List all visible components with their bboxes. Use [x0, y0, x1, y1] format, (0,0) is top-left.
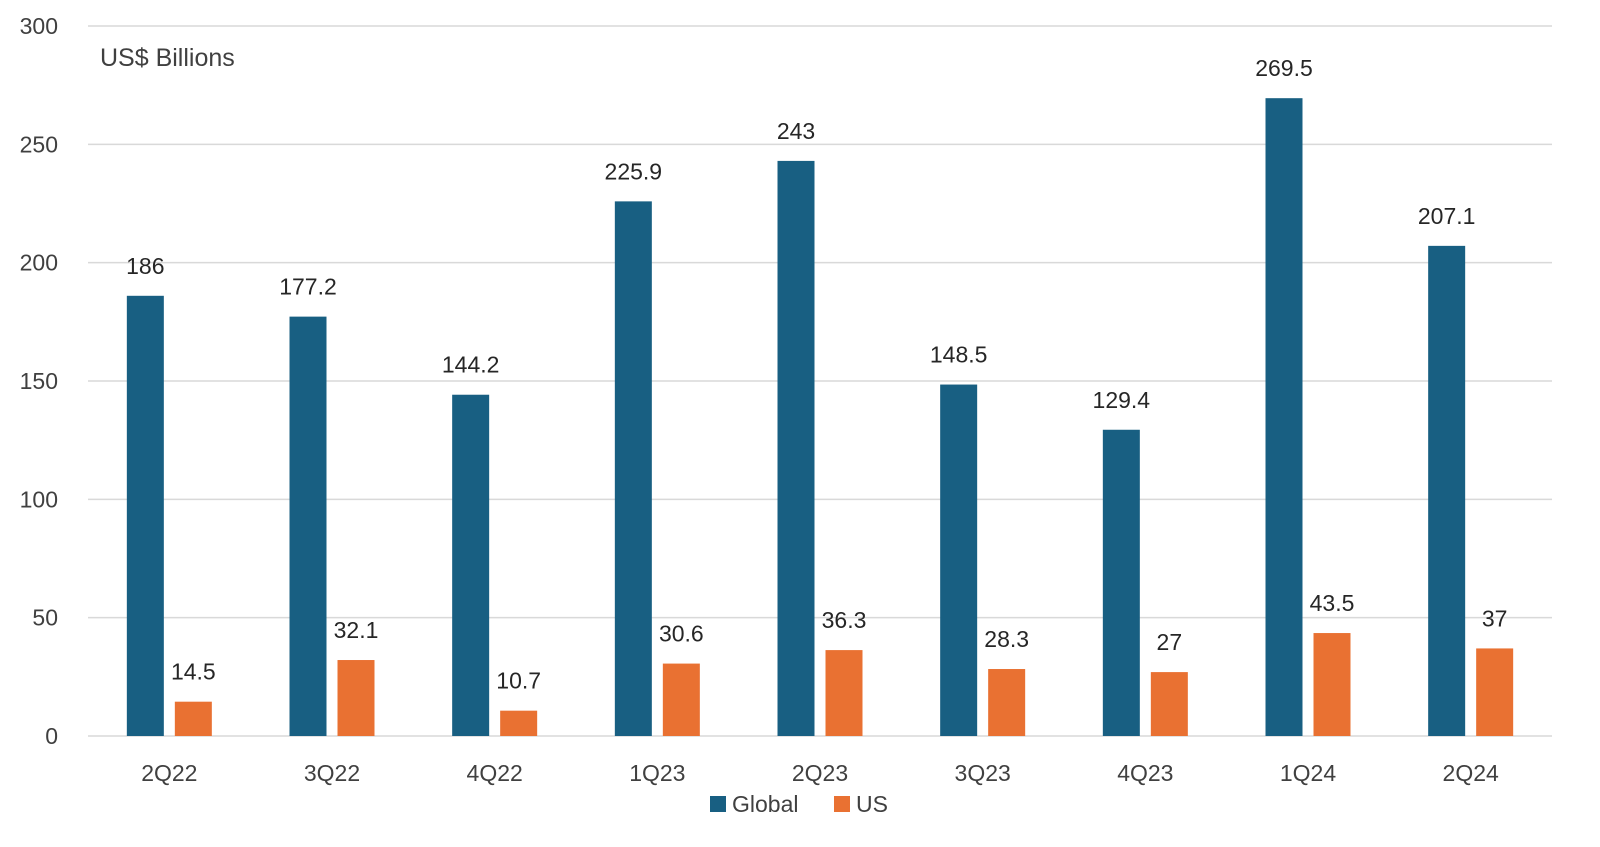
- data-label-global: 225.9: [605, 158, 663, 184]
- y-axis-ticks: 0 50 100 150 200 250 300: [20, 13, 58, 749]
- data-label-us: 28.3: [984, 626, 1029, 652]
- x-category-label: 4Q22: [467, 760, 523, 786]
- y-tick-label: 0: [45, 723, 58, 749]
- bar-us-3q23: [988, 669, 1026, 736]
- bar-global-2q23: [777, 160, 815, 736]
- x-axis-categories: 2Q22 3Q22 4Q22 1Q23 2Q23 3Q23 4Q23 1Q24 2Q24: [141, 760, 1499, 786]
- y-tick-label: 150: [20, 368, 58, 394]
- bar-global-3q22: [289, 316, 327, 736]
- data-label-us: 30.6: [659, 621, 704, 647]
- y-axis-unit-label: US$ Billions: [100, 44, 235, 72]
- bars: [126, 98, 1514, 736]
- bar-global-3q23: [940, 384, 978, 736]
- bar-us-2q24: [1476, 648, 1514, 736]
- legend: Global US: [710, 791, 888, 817]
- bar-global-4q22: [452, 394, 490, 736]
- bar-us-2q23: [825, 650, 863, 736]
- bar-us-4q23: [1150, 672, 1188, 736]
- gridlines: [88, 25, 1552, 737]
- data-labels: 186 14.5 177.2 32.1 144.2 10.7 225.9 30.6 243 36.…: [126, 55, 1507, 693]
- bar-global-2q22: [126, 295, 164, 736]
- bar-us-4q22: [500, 710, 538, 736]
- data-label-us: 14.5: [171, 659, 216, 685]
- y-tick-label: 250: [20, 131, 58, 157]
- data-label-global: 243: [777, 118, 815, 144]
- x-category-label: 3Q22: [304, 760, 360, 786]
- bar-global-4q23: [1102, 429, 1140, 736]
- legend-label-us: US: [856, 791, 888, 817]
- y-tick-label: 50: [32, 605, 58, 631]
- data-label-us: 36.3: [822, 607, 867, 633]
- x-category-label: 1Q24: [1280, 760, 1336, 786]
- y-tick-label: 300: [20, 13, 58, 39]
- y-tick-label: 100: [20, 486, 58, 512]
- data-label-global: 148.5: [930, 342, 988, 368]
- x-category-label: 4Q23: [1117, 760, 1173, 786]
- data-label-us: 37: [1482, 605, 1508, 631]
- x-category-label: 2Q22: [141, 760, 197, 786]
- y-tick-label: 200: [20, 250, 58, 276]
- bar-us-3q22: [337, 660, 375, 736]
- x-category-label: 3Q23: [955, 760, 1011, 786]
- data-label-global: 269.5: [1255, 55, 1313, 81]
- x-category-label: 2Q23: [792, 760, 848, 786]
- data-label-us: 43.5: [1310, 590, 1355, 616]
- bar-us-2q22: [174, 701, 212, 736]
- data-label-us: 32.1: [334, 617, 379, 643]
- bar-global-1q23: [614, 201, 652, 736]
- bar-global-2q24: [1428, 245, 1466, 736]
- data-label-us: 10.7: [496, 668, 541, 694]
- data-label-us: 27: [1157, 629, 1183, 655]
- bar-global-1q24: [1265, 98, 1303, 736]
- legend-label-global: Global: [732, 791, 798, 817]
- bar-us-1q24: [1313, 633, 1351, 736]
- x-category-label: 2Q24: [1443, 760, 1499, 786]
- data-label-global: 144.2: [442, 352, 500, 378]
- legend-swatch-us: [834, 796, 850, 812]
- data-label-global: 129.4: [1093, 387, 1151, 413]
- x-category-label: 1Q23: [629, 760, 685, 786]
- bar-us-1q23: [662, 663, 700, 736]
- legend-swatch-global: [710, 796, 726, 812]
- data-label-global: 207.1: [1418, 203, 1476, 229]
- data-label-global: 177.2: [279, 274, 337, 300]
- data-label-global: 186: [126, 253, 164, 279]
